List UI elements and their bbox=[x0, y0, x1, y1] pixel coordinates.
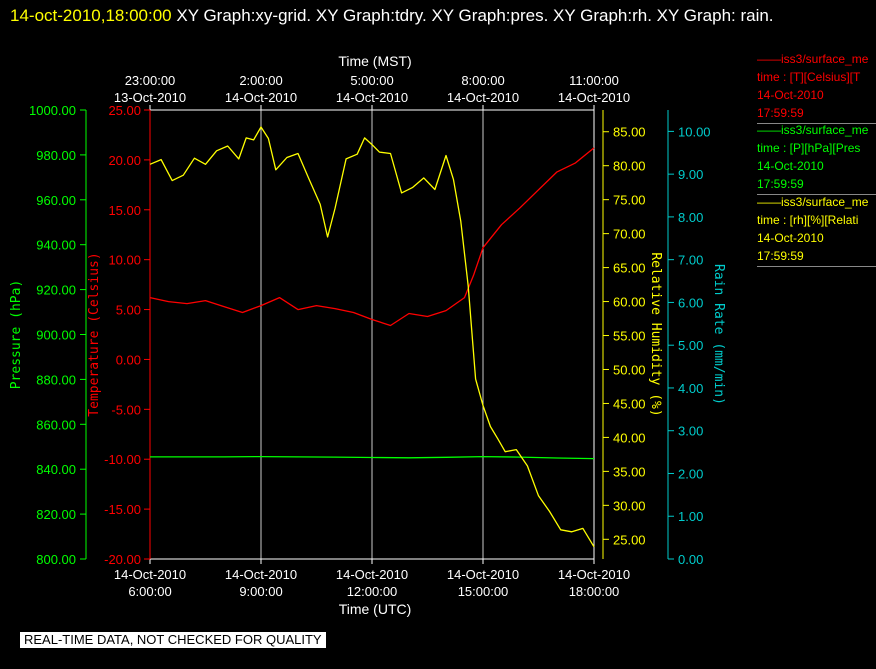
rain-tick-label: 8.00 bbox=[678, 210, 703, 225]
x-top-tick-time: 5:00:00 bbox=[350, 73, 393, 88]
temperature-series-line bbox=[149, 147, 595, 327]
legend-divider bbox=[757, 266, 876, 267]
temperature-tick-label: -5.00 bbox=[111, 402, 141, 417]
x-top-tick-time: 23:00:00 bbox=[125, 73, 176, 88]
legend-date: 14-Oct-2010 bbox=[757, 88, 824, 102]
legend-series-name: ——iss3/surface_me bbox=[757, 195, 869, 209]
humidity-tick-label: 70.00 bbox=[613, 227, 646, 242]
humidity-tick-label: 30.00 bbox=[613, 498, 646, 513]
humidity-tick-label: 40.00 bbox=[613, 430, 646, 445]
humidity-tick-label: 25.00 bbox=[613, 532, 646, 547]
x-tick-time: 12:00:00 bbox=[347, 584, 398, 599]
temperature-axis-label: Temperature (Celsius) bbox=[87, 252, 102, 416]
legend-series-name: ——iss3/surface_me bbox=[757, 123, 869, 137]
humidity-tick-label: 80.00 bbox=[613, 159, 646, 174]
legend-time: 17:59:59 bbox=[757, 249, 804, 263]
temperature-tick-label: 20.00 bbox=[108, 153, 141, 168]
rain-axis-label: Rain Rate (mm/min) bbox=[711, 264, 726, 405]
rain-tick-label: 1.00 bbox=[678, 509, 703, 524]
pressure-tick-label: 940.00 bbox=[36, 238, 76, 253]
pressure-series-line bbox=[150, 455, 595, 460]
x-tick-date: 14-Oct-2010 bbox=[447, 567, 519, 582]
humidity-tick-label: 85.00 bbox=[613, 125, 646, 140]
temperature-tick-label: 5.00 bbox=[116, 303, 141, 318]
legend-field: time : [P][hPa][Pres bbox=[757, 141, 861, 155]
quality-notice: REAL-TIME DATA, NOT CHECKED FOR QUALITY bbox=[20, 632, 326, 648]
rain-tick-label: 4.00 bbox=[678, 381, 703, 396]
temperature-tick-label: 0.00 bbox=[116, 352, 141, 367]
legend-series-name: ——iss3/surface_me bbox=[757, 52, 869, 66]
timestamp: 14-oct-2010,18:00:00 bbox=[10, 6, 172, 25]
humidity-tick-label: 60.00 bbox=[613, 295, 646, 310]
x-top-tick-date: 14-Oct-2010 bbox=[336, 90, 408, 105]
pressure-tick-label: 860.00 bbox=[36, 417, 76, 432]
x-axis-label-mst: Time (MST) bbox=[338, 53, 411, 69]
pressure-tick-label: 840.00 bbox=[36, 462, 76, 477]
x-top-tick-date: 14-Oct-2010 bbox=[447, 90, 519, 105]
humidity-tick-label: 35.00 bbox=[613, 464, 646, 479]
x-tick-date: 14-Oct-2010 bbox=[225, 567, 297, 582]
rain-tick-label: 9.00 bbox=[678, 167, 703, 182]
x-top-tick-date: 13-Oct-2010 bbox=[114, 90, 186, 105]
legend-divider bbox=[757, 194, 876, 195]
humidity-axis-label: Relative Humidity (%) bbox=[648, 252, 663, 416]
x-tick-time: 9:00:00 bbox=[239, 584, 282, 599]
temperature-tick-label: -15.00 bbox=[104, 502, 141, 517]
x-tick-date: 14-Oct-2010 bbox=[336, 567, 408, 582]
humidity-tick-label: 55.00 bbox=[613, 329, 646, 344]
temperature-tick-label: -10.00 bbox=[104, 452, 141, 467]
rain-tick-label: 3.00 bbox=[678, 424, 703, 439]
humidity-series-line bbox=[149, 126, 595, 548]
pressure-tick-label: 880.00 bbox=[36, 372, 76, 387]
pressure-tick-label: 1000.00 bbox=[29, 103, 76, 118]
x-tick-time: 15:00:00 bbox=[458, 584, 509, 599]
x-top-tick-time: 2:00:00 bbox=[239, 73, 282, 88]
x-tick-date: 14-Oct-2010 bbox=[558, 567, 630, 582]
x-tick-date: 14-Oct-2010 bbox=[114, 567, 186, 582]
rain-tick-label: 2.00 bbox=[678, 466, 703, 481]
temperature-tick-label: 10.00 bbox=[108, 253, 141, 268]
humidity-tick-label: 65.00 bbox=[613, 261, 646, 276]
chart-header: 14-oct-2010,18:00:00 XY Graph:xy-grid. X… bbox=[10, 2, 860, 30]
legend-divider bbox=[757, 123, 876, 124]
x-tick-time: 6:00:00 bbox=[128, 584, 171, 599]
humidity-tick-label: 75.00 bbox=[613, 193, 646, 208]
rain-tick-label: 0.00 bbox=[678, 552, 703, 567]
legend-field: time : [rh][%][Relati bbox=[757, 213, 859, 227]
rain-tick-label: 10.00 bbox=[678, 124, 711, 139]
x-tick-time: 18:00:00 bbox=[569, 584, 620, 599]
pressure-tick-label: 920.00 bbox=[36, 283, 76, 298]
legend-date: 14-Oct-2010 bbox=[757, 159, 824, 173]
rain-tick-label: 7.00 bbox=[678, 253, 703, 268]
rain-tick-label: 5.00 bbox=[678, 338, 703, 353]
pressure-tick-label: 900.00 bbox=[36, 328, 76, 343]
humidity-tick-label: 45.00 bbox=[613, 396, 646, 411]
x-top-tick-time: 8:00:00 bbox=[461, 73, 504, 88]
x-top-tick-date: 14-Oct-2010 bbox=[558, 90, 630, 105]
temperature-tick-label: -20.00 bbox=[104, 552, 141, 567]
pressure-tick-label: 980.00 bbox=[36, 148, 76, 163]
legend-time: 17:59:59 bbox=[757, 106, 804, 120]
rain-tick-label: 6.00 bbox=[678, 295, 703, 310]
pressure-axis-label: Pressure (hPa) bbox=[9, 280, 24, 390]
legend-time: 17:59:59 bbox=[757, 177, 804, 191]
pressure-tick-label: 960.00 bbox=[36, 193, 76, 208]
temperature-tick-label: 15.00 bbox=[108, 203, 141, 218]
x-top-tick-time: 11:00:00 bbox=[569, 73, 619, 88]
x-axis-label-utc: Time (UTC) bbox=[339, 601, 412, 617]
x-top-tick-date: 14-Oct-2010 bbox=[225, 90, 297, 105]
legend-field: time : [T][Celsius][T bbox=[757, 70, 861, 84]
humidity-tick-label: 50.00 bbox=[613, 362, 646, 377]
pressure-tick-label: 800.00 bbox=[36, 552, 76, 567]
pressure-tick-label: 820.00 bbox=[36, 507, 76, 522]
legend-date: 14-Oct-2010 bbox=[757, 231, 824, 245]
graph-list: XY Graph:xy-grid. XY Graph:tdry. XY Grap… bbox=[176, 6, 774, 25]
temperature-tick-label: 25.00 bbox=[108, 103, 141, 118]
